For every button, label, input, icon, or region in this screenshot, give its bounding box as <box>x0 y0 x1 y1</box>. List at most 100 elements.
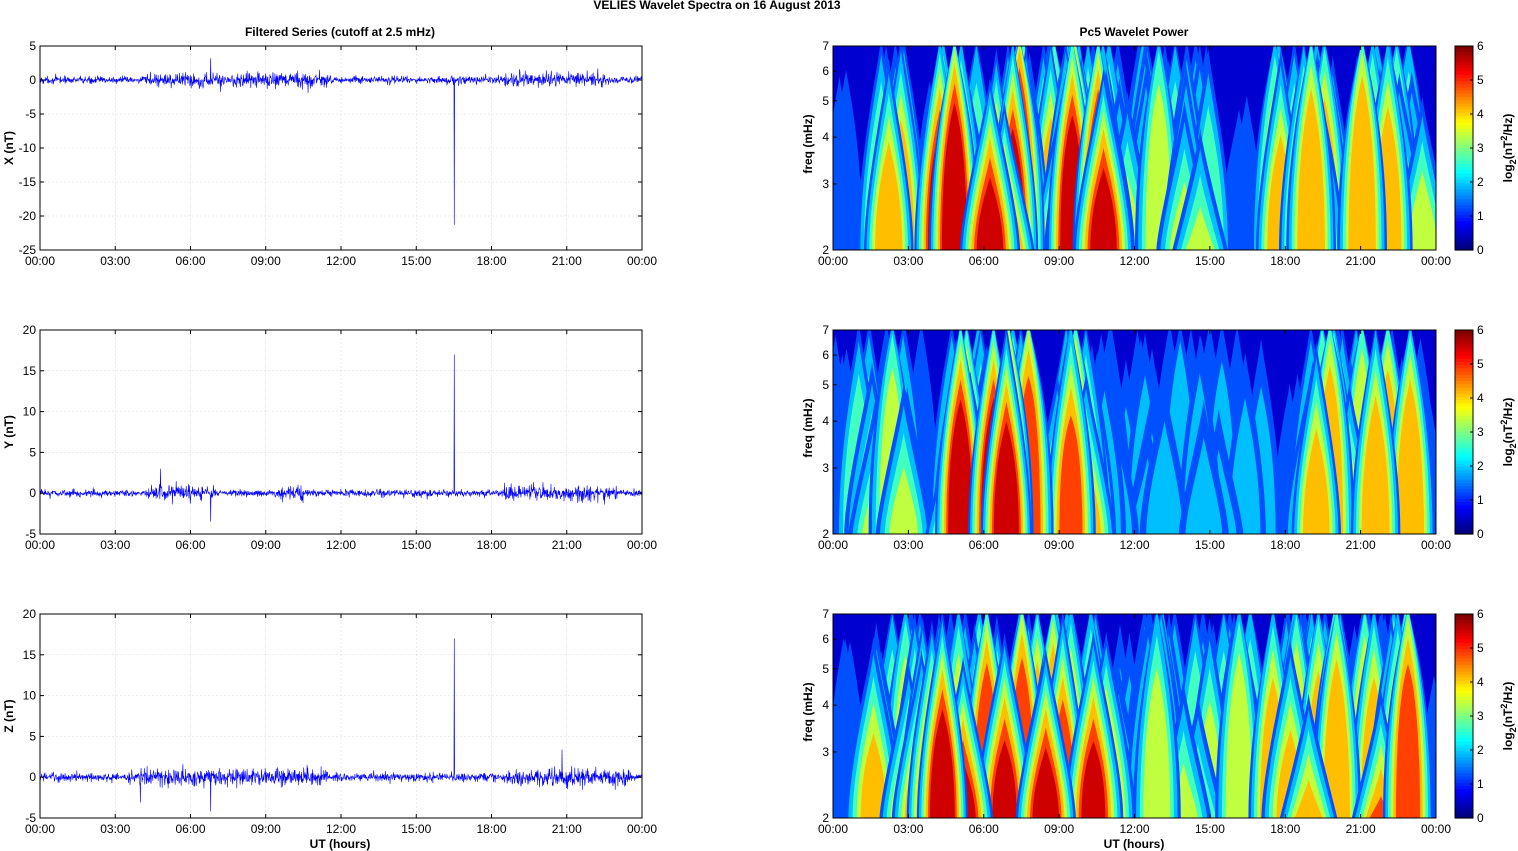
wavelet-x-colorbar-swatch <box>1455 167 1473 171</box>
wavelet-x-colorbar-label: log2(nT2/Hz) <box>1499 114 1518 183</box>
series-z-ytick-label: 20 <box>23 607 37 621</box>
wavelet-x-colorbar-swatch <box>1455 173 1473 178</box>
wavelet-z-power-contour <box>1323 658 1350 818</box>
wavelet-x-colorbar-swatch <box>1455 138 1473 143</box>
series-x-ytick-label: 0 <box>29 73 36 87</box>
wavelet-z-colorbar-swatch <box>1455 716 1473 720</box>
wavelet-z-colorbar-swatch <box>1455 636 1473 641</box>
series-y-xtick-label: 09:00 <box>251 538 281 552</box>
series-z-xtick-label: 09:00 <box>251 822 281 836</box>
wavelet-x-heatmap <box>833 46 1436 250</box>
wavelet-x-colorbar-swatch <box>1455 230 1473 235</box>
wavelet-z-colorbar-swatch <box>1455 802 1473 806</box>
wavelet-x-colorbar-swatch <box>1455 119 1473 124</box>
wavelet-y-colorbar-swatch <box>1455 524 1473 529</box>
wavelet-y-colorbar-swatch <box>1455 358 1473 363</box>
wavelet-y-power-contour <box>889 466 918 534</box>
series-x-xtick-label: 06:00 <box>175 254 205 268</box>
figure-title: VELIES Wavelet Spectra on 16 August 2013 <box>593 0 841 12</box>
wavelet-y-colorbar-swatch <box>1455 412 1473 417</box>
wavelet-y-ytick-label: 2 <box>822 527 829 541</box>
wavelet-y-colorbar-swatch <box>1455 339 1473 344</box>
wavelet-y-colorbar-swatch <box>1455 530 1473 535</box>
wavelet-y-colorbar-swatch <box>1455 502 1473 506</box>
series-x-xtick-label: 18:00 <box>476 254 506 268</box>
right-column-title: Pc5 Wavelet Power <box>1080 25 1189 39</box>
series-y-xtick-label: 00:00 <box>25 538 55 552</box>
series-x-xtick-label: 09:00 <box>251 254 281 268</box>
wavelet-x-colorbar-swatch <box>1455 71 1473 76</box>
wavelet-x-colorbar-swatch <box>1455 246 1473 251</box>
series-z-xtick-label: 21:00 <box>552 822 582 836</box>
wavelet-y-colorbar-swatch <box>1455 371 1473 376</box>
wavelet-x-colorbar-swatch <box>1455 135 1473 140</box>
wavelet-y-colorbar-swatch <box>1455 441 1473 446</box>
series-x-ytick-label: -5 <box>25 107 36 121</box>
wavelet-x-ytick-label: 6 <box>822 64 829 78</box>
wavelet-x-colorbar-swatch <box>1455 49 1473 53</box>
wavelet-z-ytick-label: 5 <box>822 662 829 676</box>
wavelet-y-heatmap <box>833 330 1436 534</box>
wavelet-z-colorbar-swatch <box>1455 629 1473 634</box>
wavelet-x-colorbar-tick-label: 3 <box>1477 141 1484 155</box>
wavelet-z-colorbar-tick-label: 5 <box>1477 641 1484 655</box>
wavelet-y-colorbar-swatch <box>1455 422 1473 427</box>
wavelet-x-colorbar-swatch <box>1455 90 1473 95</box>
wavelet-x-colorbar-swatch <box>1455 211 1473 216</box>
wavelet-x-colorbar-swatch <box>1455 58 1473 63</box>
wavelet-z-colorbar-swatch <box>1455 661 1473 666</box>
series-y-ytick-label: 5 <box>29 445 36 459</box>
wavelet-z-colorbar-label-part: 2 <box>1508 727 1518 732</box>
wavelet-y-colorbar-tick-label: 2 <box>1477 459 1484 473</box>
wavelet-y-colorbar-swatch <box>1455 463 1473 468</box>
wavelet-y-colorbar-swatch <box>1455 457 1473 462</box>
wavelet-z-colorbar-tick-label: 2 <box>1477 743 1484 757</box>
wavelet-x-power-contour <box>1406 170 1436 250</box>
wavelet-x-colorbar-swatch <box>1455 106 1473 111</box>
wavelet-z-colorbar-swatch <box>1455 770 1473 774</box>
wavelet-x-colorbar-swatch <box>1455 195 1473 200</box>
wavelet-y-colorbar-label-part: log <box>1501 448 1515 466</box>
wavelet-z-colorbar-swatch <box>1455 814 1473 819</box>
wavelet-y-colorbar-swatch <box>1455 384 1473 388</box>
wavelet-y-colorbar-swatch <box>1455 349 1473 353</box>
wavelet-z-colorbar-swatch <box>1455 811 1473 816</box>
wavelet-x-colorbar-swatch <box>1455 93 1473 98</box>
wavelet-z-colorbar-tick-label: 0 <box>1477 811 1484 825</box>
wavelet-y-power-contour <box>1146 421 1183 534</box>
wavelet-y-colorbar-swatch <box>1455 489 1473 494</box>
wavelet-y-colorbar-swatch <box>1455 492 1473 497</box>
wavelet-x-colorbar-swatch <box>1455 170 1473 175</box>
wavelet-z-colorbar-swatch <box>1455 665 1473 669</box>
wavelet-z-power-contour <box>1143 667 1171 818</box>
wavelet-y-colorbar-swatch <box>1455 479 1473 484</box>
wavelet-x-colorbar-swatch <box>1455 97 1473 101</box>
wavelet-x-colorbar-swatch <box>1455 128 1473 133</box>
wavelet-y-colorbar-swatch <box>1455 333 1473 337</box>
wavelet-z-colorbar-label-part: log <box>1501 732 1515 750</box>
wavelet-z-xtick-label: 00:00 <box>818 822 848 836</box>
wavelet-z-colorbar-swatch <box>1455 649 1473 653</box>
wavelet-z-heatmap <box>833 614 1436 818</box>
wavelet-z-colorbar-swatch <box>1455 798 1473 803</box>
wavelet-x-colorbar-swatch <box>1455 112 1473 117</box>
wavelet-y-colorbar-swatch <box>1455 498 1473 503</box>
wavelet-x-xtick-label: 15:00 <box>1195 254 1225 268</box>
wavelet-z-colorbar-swatch <box>1455 652 1473 657</box>
wavelet-z-colorbar-swatch <box>1455 757 1473 762</box>
wavelet-x-ytick-label: 2 <box>822 243 829 257</box>
wavelet-z-colorbar-swatch <box>1455 728 1473 733</box>
wavelet-x-colorbar-swatch <box>1455 144 1473 149</box>
wavelet-x-colorbar-swatch <box>1455 61 1473 66</box>
wavelet-z-colorbar-swatch <box>1455 633 1473 637</box>
series-z-xtick-label: 00:00 <box>627 822 657 836</box>
wavelet-z-colorbar-swatch <box>1455 690 1473 695</box>
wavelet-y-colorbar-swatch <box>1455 368 1473 373</box>
wavelet-z-colorbar-swatch <box>1455 687 1473 692</box>
wavelet-y-power-contour <box>1185 437 1223 534</box>
series-y-signal-line <box>39 354 643 522</box>
wavelet-x-colorbar-swatch <box>1455 81 1473 85</box>
